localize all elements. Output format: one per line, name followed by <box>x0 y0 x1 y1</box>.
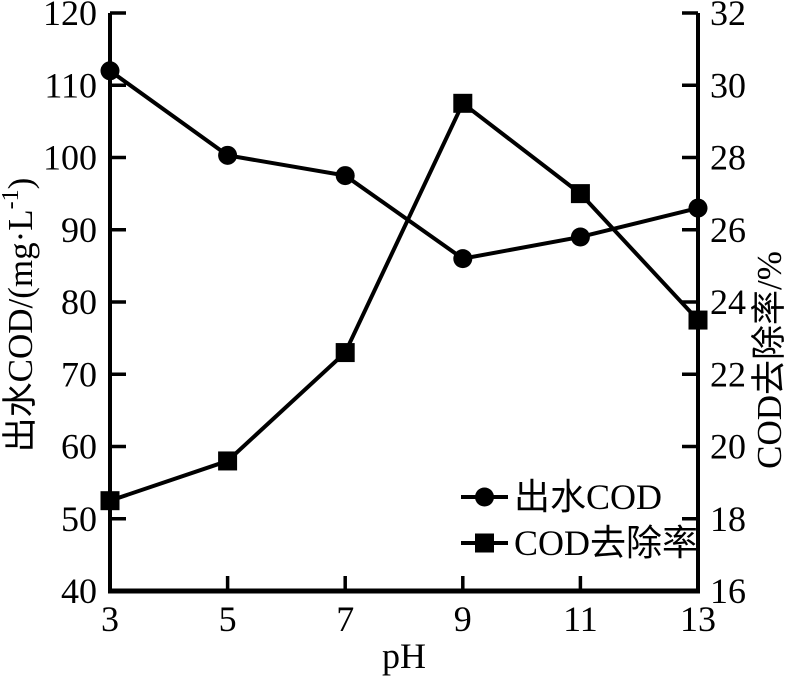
legend: 出水COD COD去除率 <box>461 477 698 563</box>
left-axis-tick-label: 50 <box>61 499 97 539</box>
x-axis-tick-label: 3 <box>101 599 119 639</box>
series-0-point-circle <box>218 145 238 165</box>
right-axis-tick-label: 26 <box>710 210 746 250</box>
left-axis-tick-label: 70 <box>61 354 97 394</box>
right-axis-tick-label: 30 <box>710 65 746 105</box>
left-axis-tick-label: 40 <box>61 571 97 611</box>
y-axis-left-title: 出水COD/(mg·L-1) <box>0 178 40 453</box>
right-axis-tick-label: 22 <box>710 354 746 394</box>
series-0-point-circle <box>688 198 708 218</box>
x-axis-tick-label: 7 <box>336 599 354 639</box>
legend-label: 出水COD <box>514 477 662 517</box>
series-line-1 <box>109 100 700 503</box>
series-line-0 <box>108 69 699 261</box>
x-axis-tick-label: 13 <box>680 599 716 639</box>
right-axis-tick-label: 32 <box>710 0 746 33</box>
legend-item-0: 出水COD <box>461 477 662 517</box>
legend-circle-marker-icon <box>475 487 494 507</box>
right-axis-tick-label: 28 <box>710 138 746 178</box>
right-axis-tick-label: 16 <box>710 571 746 611</box>
right-axis-tick-label: 20 <box>710 427 746 467</box>
x-axis-tick-label: 9 <box>454 599 472 639</box>
x-axis-tick-label: 5 <box>219 599 237 639</box>
legend-label: COD去除率 <box>514 523 698 563</box>
right-axis-tick-label: 18 <box>710 499 746 539</box>
series-1-point-square <box>218 451 238 471</box>
series-0-point-circle <box>100 61 120 81</box>
legend-item-1: COD去除率 <box>461 523 698 563</box>
left-axis-tick-label: 90 <box>61 210 97 250</box>
series-1-point-square <box>335 343 355 363</box>
series-1-point-square <box>100 491 120 511</box>
left-axis-tick-label: 110 <box>44 65 97 105</box>
y-axis-right-title: COD去除率/% <box>750 251 789 469</box>
series-0-point-circle <box>570 227 590 247</box>
x-axis-tick-label: 11 <box>563 599 598 639</box>
series-1-point-square <box>453 93 473 113</box>
x-axis-title: pH <box>382 636 426 676</box>
left-axis-tick-label: 100 <box>43 138 97 178</box>
series-1-point-square <box>570 184 590 204</box>
left-axis-tick-label: 120 <box>43 0 97 33</box>
left-axis-tick-label: 80 <box>61 282 97 322</box>
right-axis-tick-label: 24 <box>710 282 746 322</box>
left-axis-tick-label: 60 <box>61 427 97 467</box>
series-1-point-square <box>688 310 708 330</box>
series-0-point-circle <box>335 166 355 186</box>
series-0-point-circle <box>453 249 473 269</box>
legend-square-marker-icon <box>475 533 494 553</box>
